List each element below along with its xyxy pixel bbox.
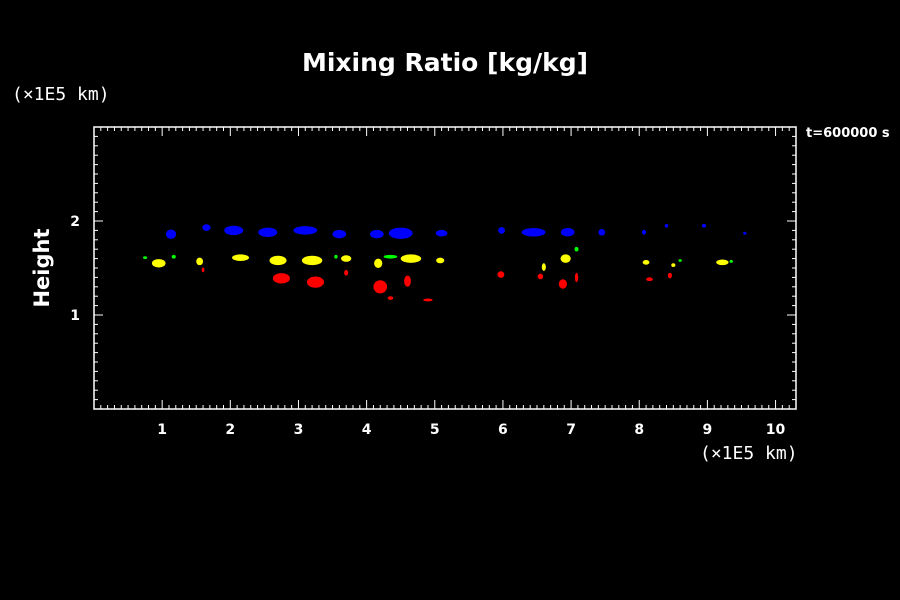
data-blob [332, 229, 347, 239]
data-blob [272, 273, 290, 284]
plot-frame [93, 126, 797, 410]
data-blob [400, 254, 422, 263]
time-label: t=600000 s [806, 126, 890, 141]
x-tick-label: 1 [157, 422, 167, 438]
data-blob [436, 257, 445, 264]
data-blob [423, 298, 433, 302]
series-2 [151, 254, 729, 271]
plot-data-layer [143, 223, 747, 302]
y-tick-label: 1 [70, 308, 80, 324]
data-blob [671, 263, 676, 268]
y-tick-label: 2 [70, 214, 80, 230]
data-blob [678, 259, 682, 262]
data-blob [258, 227, 278, 237]
data-blob [232, 254, 250, 261]
data-blob [202, 224, 211, 231]
x-tick-label: 5 [430, 422, 440, 438]
data-blob [716, 259, 729, 266]
data-blob [383, 254, 398, 259]
x-tick-label: 6 [498, 422, 508, 438]
data-blob [574, 246, 579, 252]
data-blob [498, 227, 505, 234]
data-blob [743, 231, 747, 235]
data-blob [642, 260, 650, 265]
x-tick-label: 8 [634, 422, 644, 438]
chart-title: Mixing Ratio [kg/kg] [301, 48, 589, 77]
data-blob [334, 254, 338, 259]
series-0 [165, 223, 747, 239]
data-blob [560, 254, 571, 263]
x-axis-unit-label: (×1E5 km) [700, 443, 798, 464]
data-blob [171, 254, 176, 259]
data-blob [641, 229, 647, 235]
data-blob [374, 258, 383, 268]
x-tick-label: 4 [362, 422, 372, 438]
tick-marks [94, 127, 796, 409]
data-blob [667, 272, 672, 279]
data-blob [729, 260, 733, 263]
data-blob [497, 271, 505, 278]
series-1 [143, 246, 733, 263]
data-blob [201, 267, 205, 273]
data-blob [598, 228, 606, 236]
data-blob [574, 272, 579, 283]
data-blob [370, 229, 384, 239]
series-3 [201, 267, 672, 302]
data-blob [560, 228, 575, 237]
data-blob [344, 269, 349, 276]
data-blob [143, 256, 148, 260]
data-blob [341, 255, 352, 262]
data-blob [151, 259, 166, 268]
data-blob [435, 229, 448, 237]
data-blob [301, 255, 323, 266]
data-blob [646, 277, 653, 282]
data-blob [306, 276, 325, 288]
data-blob [558, 279, 567, 289]
data-blob [165, 229, 177, 239]
x-tick-label: 3 [294, 422, 304, 438]
x-tick-label: 10 [766, 422, 786, 438]
y-axis-unit-label: (×1E5 km) [12, 84, 110, 105]
data-blob [293, 226, 318, 235]
data-blob [388, 227, 413, 239]
data-blob [537, 273, 544, 280]
data-blob [541, 263, 546, 271]
data-blob [224, 225, 244, 236]
data-blob [701, 223, 707, 228]
data-blob [196, 257, 204, 266]
data-blob [664, 223, 669, 228]
data-blob [269, 255, 287, 266]
data-blob [373, 280, 388, 294]
data-blob [521, 228, 546, 237]
x-tick-label: 7 [566, 422, 576, 438]
data-blob [387, 296, 394, 300]
x-tick-label: 2 [225, 422, 235, 438]
tick-labels: 1 2 3 4 5 6 7 8 9 10 1 2 [70, 214, 785, 438]
data-blob [404, 275, 411, 287]
x-tick-label: 9 [703, 422, 713, 438]
